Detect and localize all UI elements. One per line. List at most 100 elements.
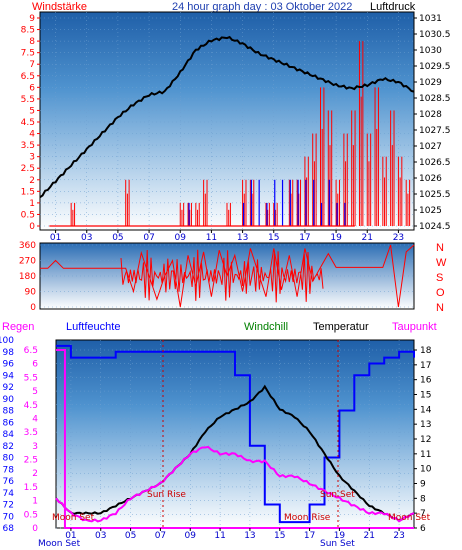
wind-direction-tick-label: 0 bbox=[30, 303, 36, 313]
wind-strength-tick-label: 9 bbox=[29, 14, 35, 24]
temperature-tick-label: 17 bbox=[420, 361, 431, 371]
temperature-tick-label: 13 bbox=[420, 420, 431, 430]
wind-strength-tick-label: 3 bbox=[29, 153, 35, 163]
hour-tick-label: 05 bbox=[112, 233, 123, 243]
air-pressure-tick-label: 1028 bbox=[419, 110, 442, 120]
air-pressure-label: Luftdruck bbox=[370, 1, 416, 13]
rain-tick-label: 6 bbox=[32, 360, 38, 370]
air-pressure-tick-label: 1025.5 bbox=[419, 190, 451, 200]
moon-set-annotation-right: Moon Set bbox=[388, 513, 431, 523]
hour-tick-label: 05 bbox=[125, 531, 136, 541]
hour-tick-label: 13 bbox=[237, 233, 248, 243]
graph-title: 24 hour graph day : 03 Oktober 2022 bbox=[172, 1, 352, 13]
wind-strength-tick-label: 8 bbox=[29, 37, 35, 47]
humidity-tick-label: 86 bbox=[3, 418, 15, 428]
wind-strength-tick-label: 6.5 bbox=[21, 72, 35, 82]
wind-direction-line bbox=[40, 244, 415, 308]
humidity-tick-label: 94 bbox=[3, 371, 15, 381]
humidity-tick-label: 72 bbox=[3, 501, 14, 511]
hour-tick-label: 09 bbox=[185, 531, 197, 541]
air-pressure-tick-label: 1026 bbox=[419, 174, 442, 184]
temperature-tick-label: 16 bbox=[420, 376, 432, 386]
temperature-tick-label: 6 bbox=[420, 524, 426, 534]
humidity-tick-label: 88 bbox=[3, 407, 15, 417]
hour-tick-label: 09 bbox=[175, 233, 187, 243]
rain-tick-label: 2.5 bbox=[24, 456, 38, 466]
rain-tick-label: 3.5 bbox=[24, 428, 38, 438]
temperature-tick-label: 11 bbox=[420, 450, 431, 460]
moon-rise-annotation: Moon Rise bbox=[284, 513, 331, 523]
humidity-tick-label: 68 bbox=[3, 524, 15, 534]
wind-direction-axis: 0 90 180 270 360 bbox=[19, 241, 36, 313]
rain-axis: 0 0.5 1 1.5 2 2.5 3 3.5 4 4.5 5 5.5 6 6.5 bbox=[24, 346, 39, 534]
temperature-tick-label: 12 bbox=[420, 435, 431, 445]
temperature-tick-label: 10 bbox=[420, 465, 432, 475]
wind-pressure-grid bbox=[40, 12, 414, 230]
wind-bars bbox=[49, 41, 411, 227]
wind-strength-tick-label: 8.5 bbox=[21, 26, 35, 36]
wind-hour-axis: 01 03 05 07 09 11 13 15 17 19 21 23 bbox=[50, 230, 404, 243]
air-pressure-tick-label: 1029 bbox=[419, 78, 442, 88]
humidity-tick-label: 98 bbox=[3, 348, 15, 358]
air-pressure-line bbox=[39, 35, 415, 199]
humidity-tick-label: 78 bbox=[3, 465, 15, 475]
air-pressure-tick-label: 1027 bbox=[419, 142, 442, 152]
humidity-tick-label: 92 bbox=[3, 383, 14, 393]
rain-tick-label: 5 bbox=[32, 387, 38, 397]
rain-tick-label: 4 bbox=[32, 414, 38, 424]
hour-tick-label: 07 bbox=[155, 531, 166, 541]
hour-tick-label: 23 bbox=[393, 233, 404, 243]
rain-tick-label: 5.5 bbox=[24, 373, 38, 383]
air-pressure-axis: 1024.5 1025 1025.5 1026 1026.5 1027 1027.5 1028… bbox=[414, 14, 451, 232]
wind-strength-tick-label: 2.5 bbox=[21, 164, 35, 174]
hour-tick-label: 07 bbox=[143, 233, 154, 243]
wind-direction-tick-label: 270 bbox=[19, 257, 36, 267]
temperature-tick-label: 9 bbox=[420, 480, 426, 490]
humidity-axis: 68707274767880828486889092949698100 bbox=[0, 336, 14, 534]
wind-strength-tick-label: 2 bbox=[29, 176, 35, 186]
hour-tick-label: 11 bbox=[206, 233, 217, 243]
humidity-tick-label: 70 bbox=[3, 512, 15, 522]
rain-tick-label: 0.5 bbox=[24, 510, 38, 520]
temperature-axis: 6 7 8 9 10 11 12 13 14 15 16 17 18 bbox=[414, 346, 432, 534]
temperature-line bbox=[55, 384, 415, 523]
wind-strength-tick-label: 5 bbox=[29, 106, 35, 116]
rain-tick-label: 6.5 bbox=[24, 346, 38, 356]
compass-letter: W bbox=[436, 257, 447, 269]
temperature-tick-label: 8 bbox=[420, 494, 426, 504]
dew-point-line bbox=[55, 445, 415, 523]
air-pressure-tick-label: 1031 bbox=[419, 14, 442, 24]
rain-tick-label: 2 bbox=[32, 469, 38, 479]
humidity-tick-label: 90 bbox=[3, 395, 15, 405]
temperature-tick-label: 7 bbox=[420, 509, 426, 519]
air-pressure-tick-label: 1030 bbox=[419, 46, 442, 56]
rain-line bbox=[56, 349, 414, 529]
wind-strength-label: Windstärke bbox=[32, 1, 87, 13]
air-pressure-tick-label: 1026.5 bbox=[419, 158, 451, 168]
wind-pressure-plot-area bbox=[39, 11, 415, 231]
wind-direction-tick-label: 90 bbox=[25, 288, 37, 298]
humidity-tick-label: 80 bbox=[3, 454, 15, 464]
hour-tick-label: 01 bbox=[65, 531, 76, 541]
rain-tick-label: 0 bbox=[32, 524, 38, 534]
compass-letter: N bbox=[436, 242, 444, 254]
wind-strength-axis: 0 0.51 1.52 2.53 3.54 4.5 55.5 66.5 77.5 88.5 9 bbox=[21, 14, 40, 232]
temperature-tick-label: 14 bbox=[420, 405, 432, 415]
rain-tick-label: 1 bbox=[32, 497, 38, 507]
hour-tick-label: 17 bbox=[299, 233, 310, 243]
hour-tick-label: 19 bbox=[334, 531, 346, 541]
humidity-line bbox=[56, 344, 415, 524]
compass-letter: O bbox=[436, 287, 445, 299]
humidity-tick-label: 84 bbox=[3, 430, 15, 440]
wind-strength-tick-label: 7.5 bbox=[21, 49, 35, 59]
windchill-label: Windchill bbox=[244, 321, 288, 333]
wind-direction-tick-label: 360 bbox=[19, 241, 36, 251]
air-pressure-tick-label: 1025 bbox=[419, 206, 442, 216]
wind-direction-tick-label: 180 bbox=[19, 272, 36, 282]
hour-tick-label: 23 bbox=[393, 531, 404, 541]
air-pressure-tick-label: 1028.5 bbox=[419, 94, 451, 104]
wind-strength-tick-label: 4.5 bbox=[21, 118, 35, 128]
wind-strength-tick-label: 1.5 bbox=[21, 187, 35, 197]
wind-strength-tick-label: 6 bbox=[29, 83, 35, 93]
